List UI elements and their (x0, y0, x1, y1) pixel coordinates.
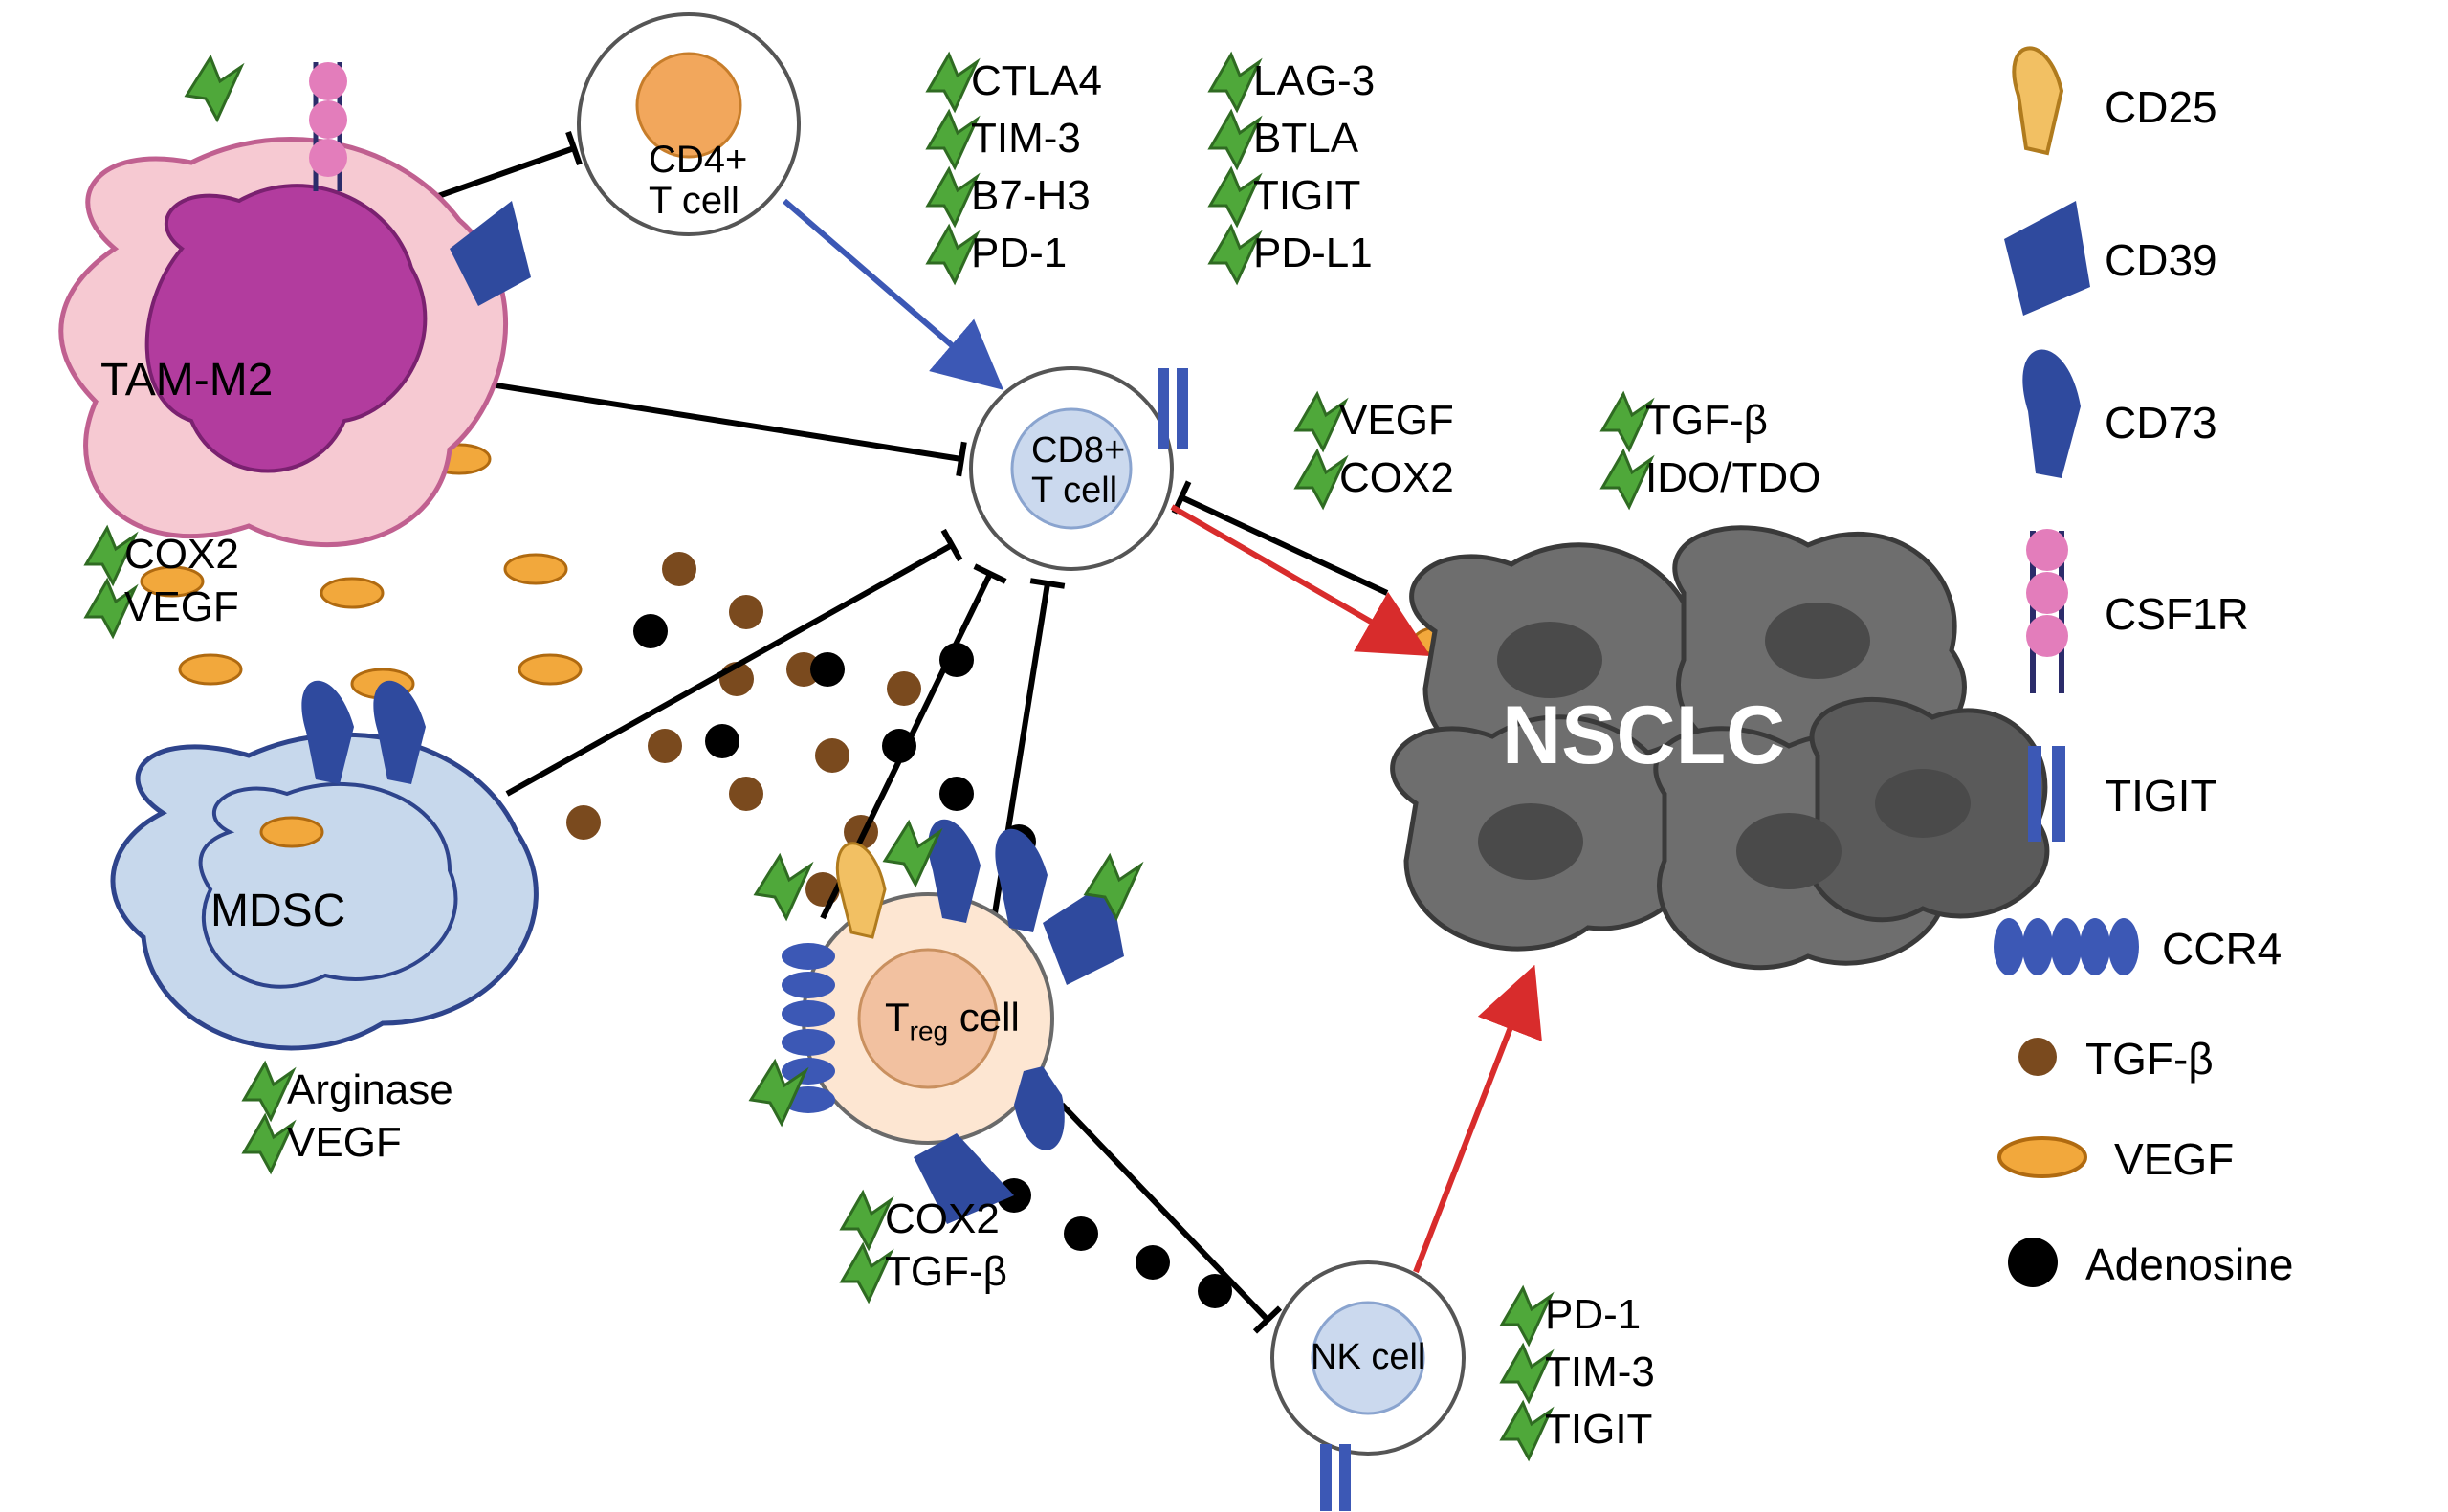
mdsc-cell (113, 681, 536, 1048)
lbl-tim3-nk: TIM-3 (1545, 1348, 1655, 1396)
nk-cell (1272, 1262, 1464, 1511)
cd4-label2: T cell (649, 180, 739, 223)
diagram-svg (0, 0, 2448, 1512)
lbl-ctla4: CTLA4 (971, 57, 1102, 105)
lbl-tigit-cd8: TIGIT (1253, 172, 1360, 220)
tam-label: TAM-M2 (100, 354, 273, 406)
lbl-pd1-nk: PD-1 (1545, 1291, 1641, 1339)
lbl-tim3-cd8: TIM-3 (971, 115, 1081, 163)
cd4-label1: CD4+ (649, 139, 747, 182)
legend-ccr4: CCR4 (2162, 923, 2282, 975)
lbl-pd1-cd8: PD-1 (971, 230, 1067, 277)
legend-csf1r: CSF1R (2105, 588, 2249, 640)
lbl-cox2-tam: COX2 (124, 531, 239, 579)
legend-cd39: CD39 (2105, 234, 2217, 286)
cd8-label2: T cell (1031, 471, 1117, 512)
legend-adenosine: Adenosine (2085, 1238, 2293, 1290)
treg-t: T (885, 995, 910, 1040)
lbl-vegf-nsclc: VEGF (1339, 397, 1454, 445)
tigit-on-nk (1320, 1444, 1351, 1511)
interactions (411, 132, 1531, 1331)
treg-sub: reg (910, 1016, 948, 1045)
lbl-tgfb-nsclc: TGF-β (1645, 397, 1768, 445)
legend-tigit: TIGIT (2105, 770, 2217, 822)
legend-cd25: CD25 (2105, 81, 2217, 133)
lbl-ido: IDO/TDO (1645, 454, 1820, 502)
cd39-on-treg-top (1043, 880, 1124, 985)
lbl-pdl1: PD-L1 (1253, 230, 1373, 277)
cd73-on-treg-1 (928, 820, 981, 923)
lbl-cox2-nsclc: COX2 (1339, 454, 1454, 502)
lbl-vegf-mdsc: VEGF (287, 1119, 402, 1167)
lbl-tgfb-treg: TGF-β (885, 1248, 1007, 1296)
particles-tgfb (566, 552, 921, 907)
cd73-on-treg-3 (1014, 1066, 1065, 1150)
legend-vegf: VEGF (2114, 1133, 2234, 1185)
lbl-tigit-nk: TIGIT (1545, 1406, 1652, 1454)
cd73-on-treg-2 (995, 829, 1048, 932)
cd8-label1: CD8+ (1031, 430, 1125, 471)
lbl-lag3: LAG-3 (1253, 57, 1375, 105)
lbl-arginase: Arginase (287, 1066, 453, 1114)
bolt-tam-top (187, 57, 241, 120)
treg-cell: cell (948, 995, 1020, 1040)
legend-cd73: CD73 (2105, 397, 2217, 449)
nk-label: NK cell (1311, 1337, 1425, 1378)
lbl-vegf-tam: VEGF (124, 583, 239, 631)
lbl-btla: BTLA (1253, 115, 1358, 163)
cd73-on-mdsc-2 (373, 681, 426, 784)
cd39-on-tam (450, 201, 531, 306)
csf1r-on-tam (309, 62, 347, 191)
tigit-on-cd8 (1158, 368, 1188, 449)
cd73-on-mdsc-1 (301, 681, 354, 784)
treg-label: Treg cell (885, 995, 1020, 1046)
bolts-group (86, 55, 1651, 1458)
ccr4-on-treg (782, 943, 835, 1113)
cd25-on-treg (837, 844, 885, 937)
tam-m2-cell (61, 57, 531, 545)
mdsc-label: MDSC (210, 885, 345, 937)
diagram-stage: TAM-M2 CD4+ T cell CD8+ T cell MDSC Treg… (0, 0, 2448, 1512)
particles-vegf (142, 445, 1528, 846)
lbl-cox2-treg: COX2 (885, 1195, 1000, 1243)
lbl-b7h3: B7-H3 (971, 172, 1091, 220)
nsclc-label: NSCLC (1502, 689, 1785, 783)
legend-tgfb: TGF-β (2085, 1033, 2214, 1085)
